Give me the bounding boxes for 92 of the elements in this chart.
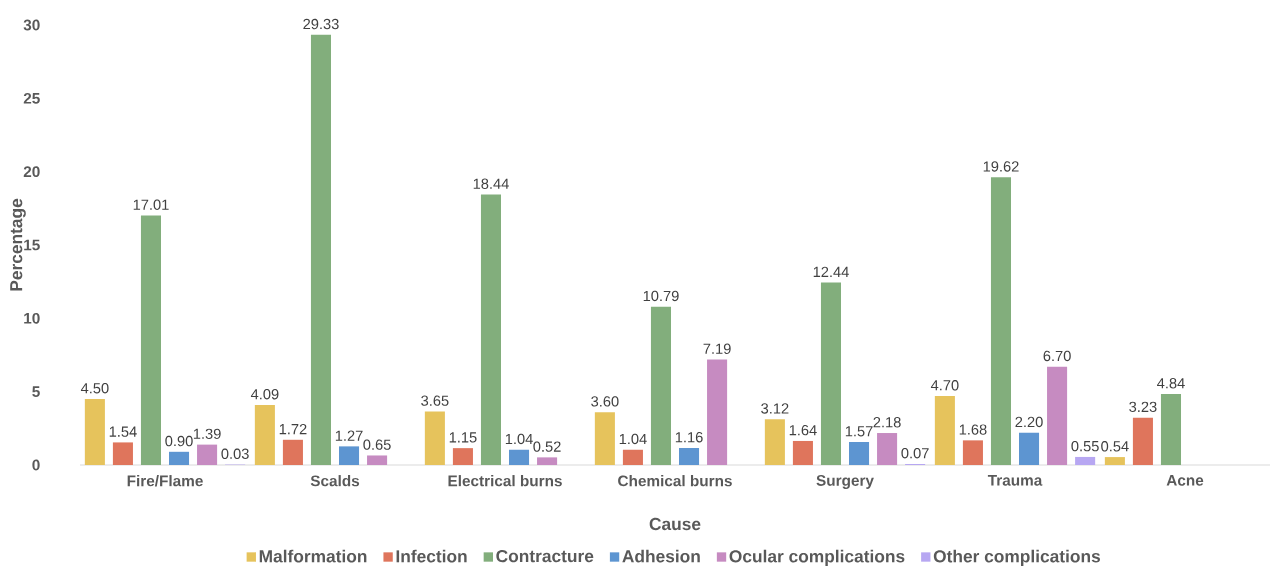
bar — [1132, 417, 1153, 465]
bar — [254, 405, 275, 465]
data-label: 6.70 — [1043, 350, 1071, 362]
bar — [792, 440, 813, 465]
data-label: 10.79 — [643, 290, 679, 302]
y-axis-title: Percentage — [10, 198, 26, 291]
data-label: 0.65 — [363, 439, 391, 450]
data-label: 0.54 — [1101, 441, 1129, 452]
bar — [707, 359, 728, 465]
bar — [594, 412, 615, 465]
y-tick-label: 25 — [23, 92, 40, 104]
data-label: 1.04 — [619, 433, 647, 445]
y-tick-label: 10 — [24, 312, 40, 324]
data-label: 1.39 — [193, 428, 221, 440]
bar — [764, 419, 785, 465]
bar — [282, 439, 303, 465]
data-label: 17.01 — [133, 199, 169, 210]
bar — [934, 396, 955, 465]
bar — [1019, 432, 1040, 465]
x-tick-label: Fire/Flame — [127, 475, 203, 487]
data-label: 2.18 — [873, 417, 901, 428]
bar — [1075, 456, 1096, 465]
data-label: 0.90 — [165, 435, 193, 447]
bar — [424, 411, 445, 465]
data-label: 3.65 — [421, 395, 449, 406]
bar — [140, 215, 162, 465]
bar — [622, 449, 643, 465]
bar — [679, 447, 700, 465]
data-label: 4.09 — [250, 389, 279, 400]
x-tick-label: Trauma — [987, 475, 1043, 486]
data-label: 3.60 — [591, 396, 619, 407]
x-tick-label: Scalds — [310, 475, 360, 487]
data-label: 1.54 — [109, 426, 137, 437]
legend-label: Malformation — [259, 549, 367, 563]
data-label: 0.55 — [1071, 440, 1099, 452]
x-tick-label: Electrical burns — [448, 475, 562, 487]
y-tick-label: 5 — [32, 386, 40, 398]
bar — [1160, 394, 1182, 465]
x-axis-title: Cause — [649, 517, 701, 531]
data-label: 1.57 — [845, 426, 873, 437]
y-tick-label: 20 — [23, 166, 40, 178]
x-tick-label: Surgery — [816, 475, 874, 489]
y-tick-label: 15 — [24, 239, 40, 251]
bar — [197, 444, 218, 465]
bar — [962, 440, 983, 465]
data-label: 4.84 — [1157, 378, 1185, 389]
bar — [84, 399, 105, 465]
bar — [367, 455, 388, 465]
data-label: 1.72 — [279, 423, 307, 435]
data-label: 1.68 — [959, 424, 987, 435]
x-tick-label: Acne — [1166, 475, 1204, 486]
bar — [112, 442, 133, 465]
y-tick-label: 30 — [23, 19, 40, 31]
bar — [650, 306, 672, 465]
bar — [1104, 457, 1125, 465]
bar — [310, 34, 332, 465]
bar — [537, 457, 558, 465]
data-label: 0.52 — [533, 441, 561, 452]
data-label: 1.15 — [449, 432, 477, 443]
bar — [509, 449, 530, 465]
data-label: 2.20 — [1015, 416, 1043, 428]
x-tick-label: Chemical burns — [618, 475, 732, 487]
data-label: 0.07 — [901, 448, 929, 459]
data-label: 3.12 — [761, 403, 789, 414]
legend-label: Other complications — [933, 549, 1100, 566]
legend-label: Contracture — [496, 549, 594, 563]
bar — [849, 441, 870, 465]
bar — [820, 282, 842, 465]
bar — [338, 446, 360, 465]
bar — [990, 177, 1012, 465]
legend-label: Ocular complications — [729, 549, 905, 566]
bar — [877, 433, 898, 465]
data-label: 1.64 — [789, 424, 817, 436]
data-label: 1.16 — [675, 432, 703, 443]
legend-label: Infection — [396, 549, 467, 563]
data-label: 19.62 — [983, 161, 1019, 172]
data-label: 18.44 — [473, 178, 509, 189]
bar — [480, 194, 502, 465]
data-label: 12.44 — [813, 266, 849, 277]
data-label: 7.19 — [703, 343, 731, 354]
legend-label: Adhesion — [622, 549, 700, 563]
data-label: 4.50 — [80, 383, 109, 394]
y-tick-label: 0 — [32, 459, 40, 471]
data-label: 0.03 — [221, 448, 249, 459]
data-label: 4.70 — [930, 380, 959, 391]
bar — [452, 448, 473, 465]
data-label: 1.04 — [505, 433, 533, 445]
data-label: 1.27 — [335, 430, 363, 441]
bar — [1047, 366, 1068, 465]
bar — [169, 451, 190, 465]
data-label: 3.23 — [1129, 401, 1157, 413]
data-label: 29.33 — [303, 18, 339, 30]
